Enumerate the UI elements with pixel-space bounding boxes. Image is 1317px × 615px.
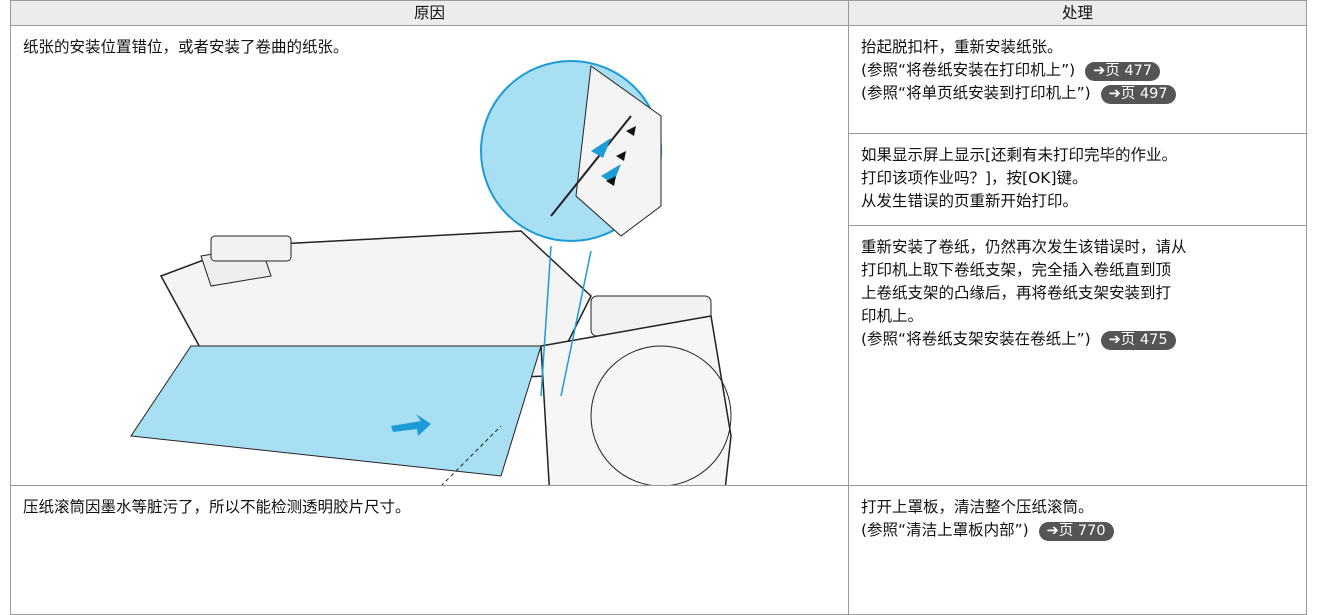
reference: (参照“将卷纸支架安装在卷纸上”) ➔页 475 bbox=[861, 328, 1294, 351]
reference: (参照“将单页纸安装到打印机上”) ➔页 497 bbox=[861, 82, 1294, 105]
illustration bbox=[130, 60, 732, 486]
action-text: 打开上罩板，清洁整个压纸滚筒。 bbox=[861, 498, 1094, 516]
cause-text: 纸张的安装位置错位，或者安装了卷曲的纸张。 bbox=[23, 38, 349, 56]
action-cell: 如果显示屏上显示[还剩有未打印完毕的作业。 打印该项作业吗？]，按[OK]键。 … bbox=[848, 133, 1307, 226]
cause-text: 压纸滚筒因墨水等脏污了，所以不能检测透明胶片尺寸。 bbox=[23, 498, 411, 516]
page-link[interactable]: ➔页 497 bbox=[1100, 85, 1176, 104]
reference: (参照“将卷纸安装在打印机上”) ➔页 477 bbox=[861, 59, 1294, 82]
action-text: 抬起脱扣杆，重新安装纸张。 bbox=[861, 38, 1063, 56]
reference-text: (参照“将卷纸安装在打印机上”) bbox=[861, 61, 1076, 79]
reference-text: (参照“将卷纸支架安装在卷纸上”) bbox=[861, 330, 1091, 348]
action-text: 上卷纸支架的凸缘后，再将卷纸支架安装到打 bbox=[861, 284, 1172, 302]
reference: (参照“清洁上罩板内部”) ➔页 770 bbox=[861, 519, 1294, 542]
cause-cell: 纸张的安装位置错位，或者安装了卷曲的纸张。 bbox=[10, 25, 849, 486]
header-cell: 处理 bbox=[848, 0, 1307, 26]
action-cell: 抬起脱扣杆，重新安装纸张。 (参照“将卷纸安装在打印机上”) ➔页 477 (参照… bbox=[848, 25, 1307, 134]
action-cell: 重新安装了卷纸，仍然再次发生该错误时，请从 打印机上取下卷纸支架，完全插入卷纸直… bbox=[848, 225, 1307, 486]
page-link[interactable]: ➔页 477 bbox=[1085, 62, 1161, 81]
action-text: 打印机上取下卷纸支架，完全插入卷纸直到顶 bbox=[861, 261, 1172, 279]
action-text: 打印该项作业吗？]，按[OK]键。 bbox=[861, 169, 1088, 187]
page-link[interactable]: ➔页 475 bbox=[1100, 331, 1176, 350]
reference-text: (参照“清洁上罩板内部”) bbox=[861, 521, 1029, 539]
page-link[interactable]: ➔页 770 bbox=[1038, 522, 1114, 541]
action-cell: 打开上罩板，清洁整个压纸滚筒。 (参照“清洁上罩板内部”) ➔页 770 bbox=[848, 485, 1307, 615]
action-text: 如果显示屏上显示[还剩有未打印完毕的作业。 bbox=[861, 146, 1178, 164]
action-text: 重新安装了卷纸，仍然再次发生该错误时，请从 bbox=[861, 238, 1187, 256]
header-cell: 原因 bbox=[10, 0, 849, 26]
action-text: 印机上。 bbox=[861, 307, 924, 325]
cause-cell: 压纸滚筒因墨水等脏污了，所以不能检测透明胶片尺寸。 bbox=[10, 485, 849, 615]
action-text: 从发生错误的页重新开始打印。 bbox=[861, 192, 1079, 210]
reference-text: (参照“将单页纸安装到打印机上”) bbox=[861, 84, 1091, 102]
